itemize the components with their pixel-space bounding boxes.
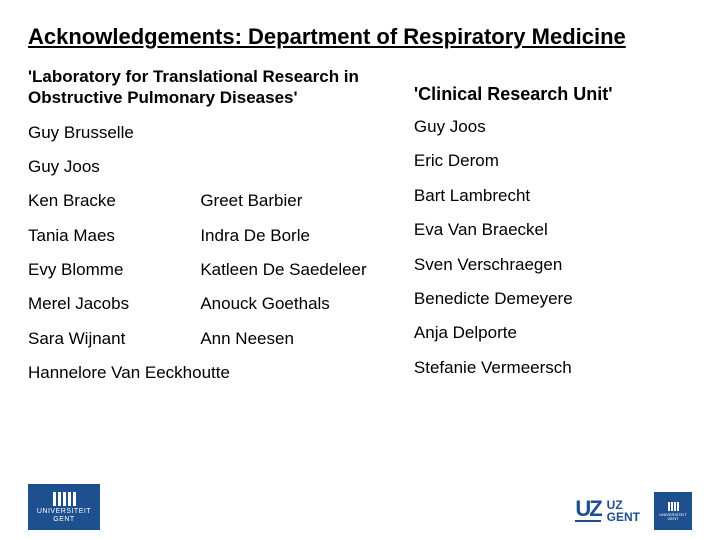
person-name: Katleen De Saedeleer <box>200 260 394 280</box>
right-column: 'Clinical Research Unit' Guy Joos Eric D… <box>414 66 692 398</box>
uz-line2: GENT <box>607 511 640 523</box>
person-name: Guy Joos <box>414 117 692 137</box>
ugent-logo: UNIVERSITEIT GENT <box>28 484 100 530</box>
ugent-logo-text: UNIVERSITEIT GENT <box>28 508 100 523</box>
ugent-mini-building-icon <box>668 501 679 511</box>
person-name: Eva Van Braeckel <box>414 220 692 240</box>
uz-gent-logo: UZ UZ GENT <box>575 499 640 523</box>
person-name: Merel Jacobs <box>28 294 196 314</box>
left-column: 'Laboratory for Translational Research i… <box>28 66 394 398</box>
person-name: Ken Bracke <box>28 191 196 211</box>
person-name: Anouck Goethals <box>200 294 394 314</box>
right-heading: 'Clinical Research Unit' <box>414 84 692 105</box>
person-name: Evy Blomme <box>28 260 196 280</box>
left-heading: 'Laboratory for Translational Research i… <box>28 66 394 109</box>
person-name: Sara Wijnant <box>28 329 196 349</box>
uz-text: UZ GENT <box>607 499 640 523</box>
content-columns: 'Laboratory for Translational Research i… <box>28 66 692 398</box>
footer: UNIVERSITEIT GENT UZ UZ GENT UNIVERSITEI… <box>28 484 692 530</box>
person-name: Anja Delporte <box>414 323 692 343</box>
person-name: Tania Maes <box>28 226 196 246</box>
person-name: Ann Neesen <box>200 329 394 349</box>
names-grid: Ken Bracke Greet Barbier Tania Maes Indr… <box>28 191 394 349</box>
person-name: Greet Barbier <box>200 191 394 211</box>
right-logos: UZ UZ GENT UNIVERSITEIT GENT <box>575 492 692 530</box>
uz-mark-icon: UZ <box>575 500 600 522</box>
person-name: Stefanie Vermeersch <box>414 358 692 378</box>
person-name: Bart Lambrecht <box>414 186 692 206</box>
lead-name: Guy Joos <box>28 157 394 177</box>
person-name: Eric Derom <box>414 151 692 171</box>
lead-name: Guy Brusselle <box>28 123 394 143</box>
person-name: Sven Verschraegen <box>414 255 692 275</box>
person-name: Indra De Borle <box>200 226 394 246</box>
person-name: Hannelore Van Eeckhoutte <box>28 363 394 383</box>
ugent-mini-text: UNIVERSITEIT GENT <box>654 513 692 521</box>
ugent-mini-logo: UNIVERSITEIT GENT <box>654 492 692 530</box>
page-title: Acknowledgements: Department of Respirat… <box>28 24 692 50</box>
person-name: Benedicte Demeyere <box>414 289 692 309</box>
ugent-building-icon <box>53 490 76 506</box>
